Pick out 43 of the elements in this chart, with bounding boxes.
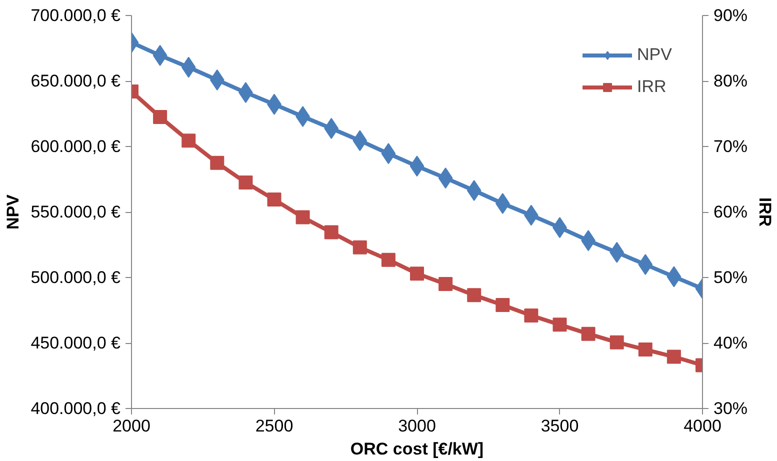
y-tick-label: 600.000,0 € (30, 137, 122, 156)
y-tick-label: 400.000,0 € (30, 399, 122, 418)
x-tick-label: 2000 (112, 416, 150, 436)
y2-tick-label: 90% (714, 6, 748, 25)
y2-tick-label: 30% (714, 399, 748, 418)
y2-tick-label: 60% (714, 202, 748, 222)
y2-tick-label: 50% (714, 268, 748, 287)
y-tick-label: 700.000,0 € (30, 6, 122, 25)
point (182, 134, 196, 148)
x-tick-label: 2500 (255, 416, 294, 436)
point (352, 240, 367, 254)
x-axis-title: ORC cost [€/kW] (350, 440, 484, 458)
x-tick-label: 4000 (684, 416, 722, 436)
legend-label: IRR (637, 77, 666, 97)
x-tick-label: 3000 (398, 416, 436, 436)
y-tick-label: 550.000,0 € (30, 202, 122, 222)
point (496, 298, 510, 312)
point (552, 318, 567, 332)
point (410, 266, 424, 281)
point (210, 156, 224, 170)
point (267, 192, 282, 207)
y2-tick-label: 80% (714, 72, 748, 90)
point (581, 326, 596, 341)
legend-label: NPV (637, 45, 672, 65)
x-tick-label: 3500 (540, 416, 579, 436)
point (467, 288, 482, 302)
point (324, 225, 338, 240)
y-axis-title: NPV (4, 194, 23, 230)
point (238, 176, 253, 190)
point (381, 252, 396, 267)
point (438, 277, 453, 292)
y-tick-label: 500.000,0 € (30, 268, 122, 287)
point (153, 110, 168, 124)
point (524, 308, 538, 322)
point (666, 350, 681, 364)
point (296, 210, 310, 224)
y-tick-label: 650.000,0 € (30, 72, 122, 90)
y2-tick-label: 70% (714, 137, 748, 156)
y2-tick-label: 40% (714, 334, 748, 352)
y-tick-label: 450.000,0 € (30, 334, 122, 352)
point (638, 342, 652, 357)
point (610, 335, 624, 350)
y2-axis-title: IRR (756, 197, 775, 227)
